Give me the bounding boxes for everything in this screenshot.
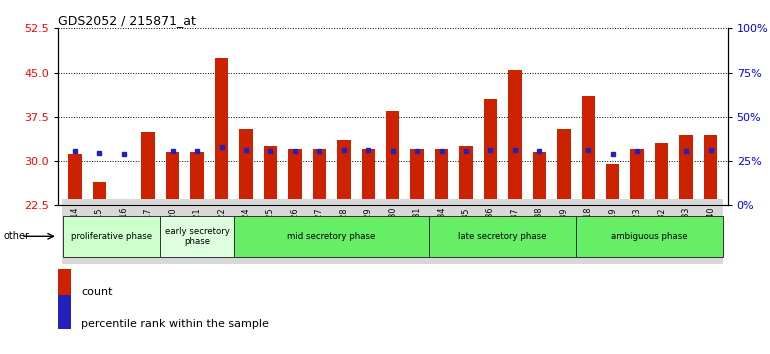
Bar — [58, 262, 71, 296]
Text: GSM109829: GSM109829 — [363, 207, 373, 256]
Bar — [264, 146, 277, 205]
Bar — [679, 135, 693, 205]
Bar — [557, 129, 571, 205]
Text: GSM109819: GSM109819 — [608, 207, 618, 256]
Text: GSM109830: GSM109830 — [388, 207, 397, 256]
Text: GSM109824: GSM109824 — [242, 207, 250, 256]
Text: count: count — [81, 287, 112, 297]
Text: other: other — [4, 231, 30, 241]
Text: GSM109832: GSM109832 — [657, 207, 666, 256]
Bar — [239, 129, 253, 205]
Text: GSM109839: GSM109839 — [559, 207, 568, 256]
Text: GSM109835: GSM109835 — [461, 207, 470, 256]
Bar — [288, 149, 302, 205]
Bar — [313, 149, 326, 205]
Bar — [58, 295, 71, 329]
Bar — [655, 143, 668, 205]
Bar — [215, 58, 228, 205]
Bar — [704, 135, 718, 205]
Text: GSM109822: GSM109822 — [217, 207, 226, 256]
Bar — [606, 164, 619, 205]
Bar — [234, 216, 430, 257]
Bar — [631, 149, 644, 205]
Text: GSM109816: GSM109816 — [119, 207, 129, 256]
Text: GSM109836: GSM109836 — [486, 207, 495, 256]
Bar — [533, 152, 546, 205]
Text: GSM109828: GSM109828 — [340, 207, 348, 256]
Bar — [435, 149, 448, 205]
Text: GSM109840: GSM109840 — [706, 207, 715, 256]
Bar — [508, 70, 521, 205]
Bar — [142, 132, 155, 205]
Text: proliferative phase: proliferative phase — [71, 232, 152, 241]
Bar — [362, 149, 375, 205]
Bar — [430, 216, 576, 257]
Text: GSM109827: GSM109827 — [315, 207, 324, 256]
Text: GSM109815: GSM109815 — [95, 207, 104, 256]
Bar — [410, 149, 424, 205]
Text: late secretory phase: late secretory phase — [458, 232, 547, 241]
Bar — [68, 154, 82, 205]
Text: mid secretory phase: mid secretory phase — [287, 232, 376, 241]
Text: GDS2052 / 215871_at: GDS2052 / 215871_at — [58, 14, 196, 27]
Text: GSM109826: GSM109826 — [290, 207, 300, 256]
Text: GSM109821: GSM109821 — [192, 207, 202, 256]
Text: GSM109833: GSM109833 — [681, 207, 691, 256]
Bar — [581, 96, 595, 205]
Text: GSM109820: GSM109820 — [168, 207, 177, 256]
Text: GSM109825: GSM109825 — [266, 207, 275, 256]
Text: GSM109814: GSM109814 — [70, 207, 79, 256]
Bar — [92, 182, 106, 205]
Text: GSM109823: GSM109823 — [633, 207, 641, 256]
Text: GSM109837: GSM109837 — [511, 207, 520, 256]
Bar — [62, 216, 160, 257]
Bar — [190, 152, 204, 205]
Bar — [166, 152, 179, 205]
Text: GSM109834: GSM109834 — [437, 207, 446, 256]
Text: ambiguous phase: ambiguous phase — [611, 232, 688, 241]
Bar — [484, 99, 497, 205]
Bar — [160, 216, 234, 257]
Bar — [576, 216, 723, 257]
Text: percentile rank within the sample: percentile rank within the sample — [81, 319, 269, 329]
Text: early secretory
phase: early secretory phase — [165, 227, 229, 246]
Text: GSM109838: GSM109838 — [535, 207, 544, 256]
Bar — [337, 141, 350, 205]
Bar — [117, 199, 130, 205]
Text: GSM109817: GSM109817 — [144, 207, 152, 256]
Text: GSM109818: GSM109818 — [584, 207, 593, 256]
Bar — [460, 146, 473, 205]
Text: GSM109831: GSM109831 — [413, 207, 422, 256]
Bar — [386, 111, 400, 205]
